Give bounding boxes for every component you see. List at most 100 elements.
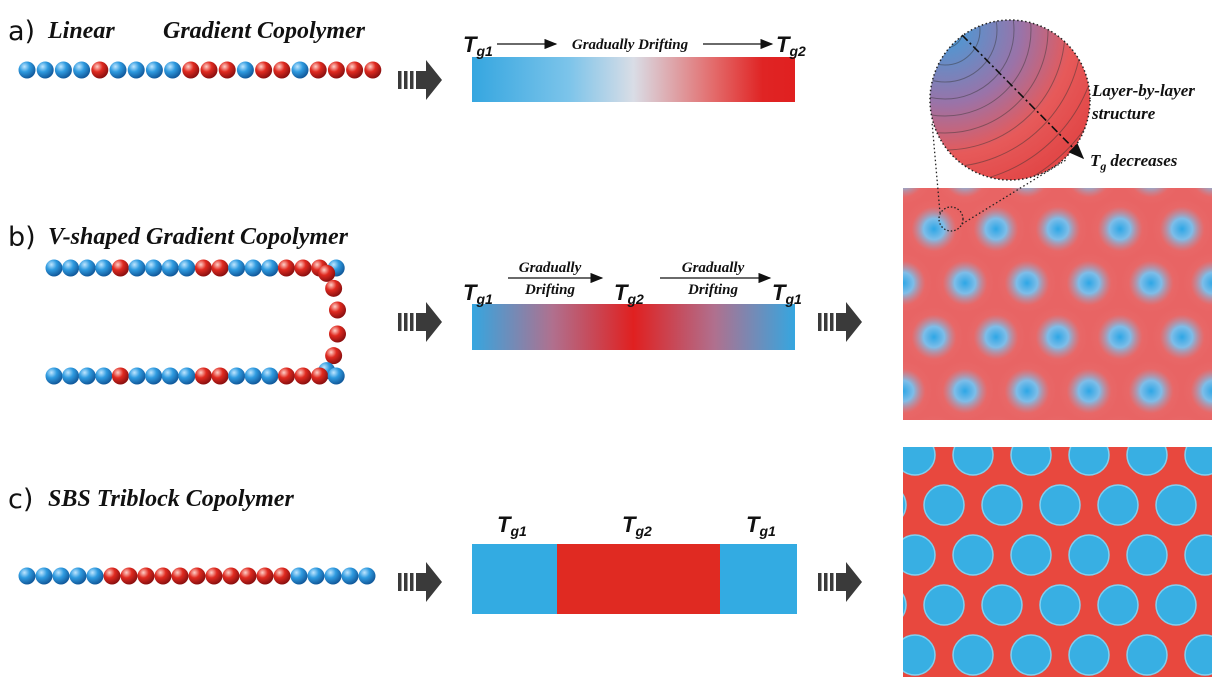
block-segment xyxy=(557,544,721,614)
drift-label: Gradually Drifting xyxy=(572,37,689,53)
bead xyxy=(145,61,163,79)
magnified-sphere xyxy=(930,20,1090,180)
bead xyxy=(261,367,279,385)
bead xyxy=(161,259,179,277)
arrow-stripe xyxy=(824,573,828,591)
layer-ring xyxy=(930,20,1032,117)
bead xyxy=(45,259,63,277)
bead xyxy=(54,61,72,79)
bead xyxy=(86,567,104,585)
bead xyxy=(200,61,218,79)
panel-letter: c) xyxy=(8,484,33,515)
bead xyxy=(328,325,346,343)
inset-label: Layer-by-layer xyxy=(1091,81,1195,100)
bead xyxy=(256,567,274,585)
bead xyxy=(35,567,53,585)
bead xyxy=(341,567,359,585)
drift-label: Gradually xyxy=(519,260,582,276)
bead xyxy=(103,567,121,585)
tg-label: Tg2 xyxy=(622,512,652,539)
zoom-line xyxy=(931,121,941,214)
tg-label: Tg2 xyxy=(776,32,806,59)
bead xyxy=(327,367,345,385)
bead xyxy=(178,367,196,385)
arrow-stripe xyxy=(410,573,414,591)
bead xyxy=(91,61,109,79)
bead xyxy=(95,367,113,385)
bead xyxy=(222,567,240,585)
arrow-stripe xyxy=(410,71,414,89)
drift-label: Drifting xyxy=(687,282,739,298)
bead xyxy=(78,367,96,385)
arrow-stripe xyxy=(398,573,402,591)
arrow-stripe xyxy=(824,313,828,331)
tg-label: Tg1 xyxy=(463,32,493,59)
flow-arrow xyxy=(398,562,442,602)
bead xyxy=(69,567,87,585)
inset-label: structure xyxy=(1091,104,1156,123)
bead xyxy=(290,567,308,585)
sphere-outline xyxy=(929,19,1091,181)
bead xyxy=(182,61,200,79)
bead xyxy=(128,367,146,385)
panel-letter: b) xyxy=(8,222,36,253)
arrow-head xyxy=(416,60,442,100)
arrow-head xyxy=(836,562,862,602)
bead xyxy=(62,259,80,277)
bead xyxy=(236,61,254,79)
inset-label: Tg decreases xyxy=(1090,151,1178,173)
bead xyxy=(137,567,155,585)
arrow-head xyxy=(416,562,442,602)
bead xyxy=(128,259,146,277)
tg-label: Tg1 xyxy=(746,512,776,539)
bead xyxy=(324,567,342,585)
bead xyxy=(244,259,262,277)
drift-label: Gradually xyxy=(682,260,745,276)
bead xyxy=(205,567,223,585)
bead xyxy=(145,259,163,277)
arrow-stripe xyxy=(410,313,414,331)
arrow-stripe xyxy=(830,573,834,591)
bead xyxy=(120,567,138,585)
bead xyxy=(244,367,262,385)
flow-arrow xyxy=(398,60,442,100)
bead xyxy=(194,367,212,385)
bead xyxy=(145,367,163,385)
bead xyxy=(358,567,376,585)
bead xyxy=(261,259,279,277)
bead xyxy=(164,61,182,79)
block-segment xyxy=(472,544,558,614)
bead xyxy=(62,367,80,385)
flow-arrow xyxy=(398,302,442,342)
morphology-image xyxy=(903,188,1212,420)
bead xyxy=(52,567,70,585)
arrow-stripe xyxy=(818,313,822,331)
arrow-head xyxy=(836,302,862,342)
bead xyxy=(109,61,127,79)
bead xyxy=(273,567,291,585)
bead xyxy=(327,61,345,79)
bead xyxy=(294,367,312,385)
bead xyxy=(239,567,257,585)
tg-label: Tg2 xyxy=(614,280,644,307)
layer-ring xyxy=(930,20,1015,100)
gradient-bar xyxy=(472,57,795,102)
bead xyxy=(178,259,196,277)
bead xyxy=(309,61,327,79)
bead xyxy=(154,567,172,585)
panel-title: V-shaped Gradient Copolymer xyxy=(48,224,349,250)
arrow-stripe xyxy=(818,573,822,591)
bead xyxy=(273,61,291,79)
bead xyxy=(188,567,206,585)
panel-title: Gradient Copolymer xyxy=(163,18,366,44)
bead xyxy=(211,367,229,385)
tg-label: Tg1 xyxy=(497,512,527,539)
flow-arrow xyxy=(818,562,862,602)
panel-title: SBS Triblock Copolymer xyxy=(48,486,294,512)
bead xyxy=(291,61,309,79)
layer-ring xyxy=(930,20,981,66)
arrow-stripe xyxy=(404,313,408,331)
bead xyxy=(171,567,189,585)
arrow-stripe xyxy=(404,71,408,89)
zoom-line xyxy=(961,159,1067,225)
